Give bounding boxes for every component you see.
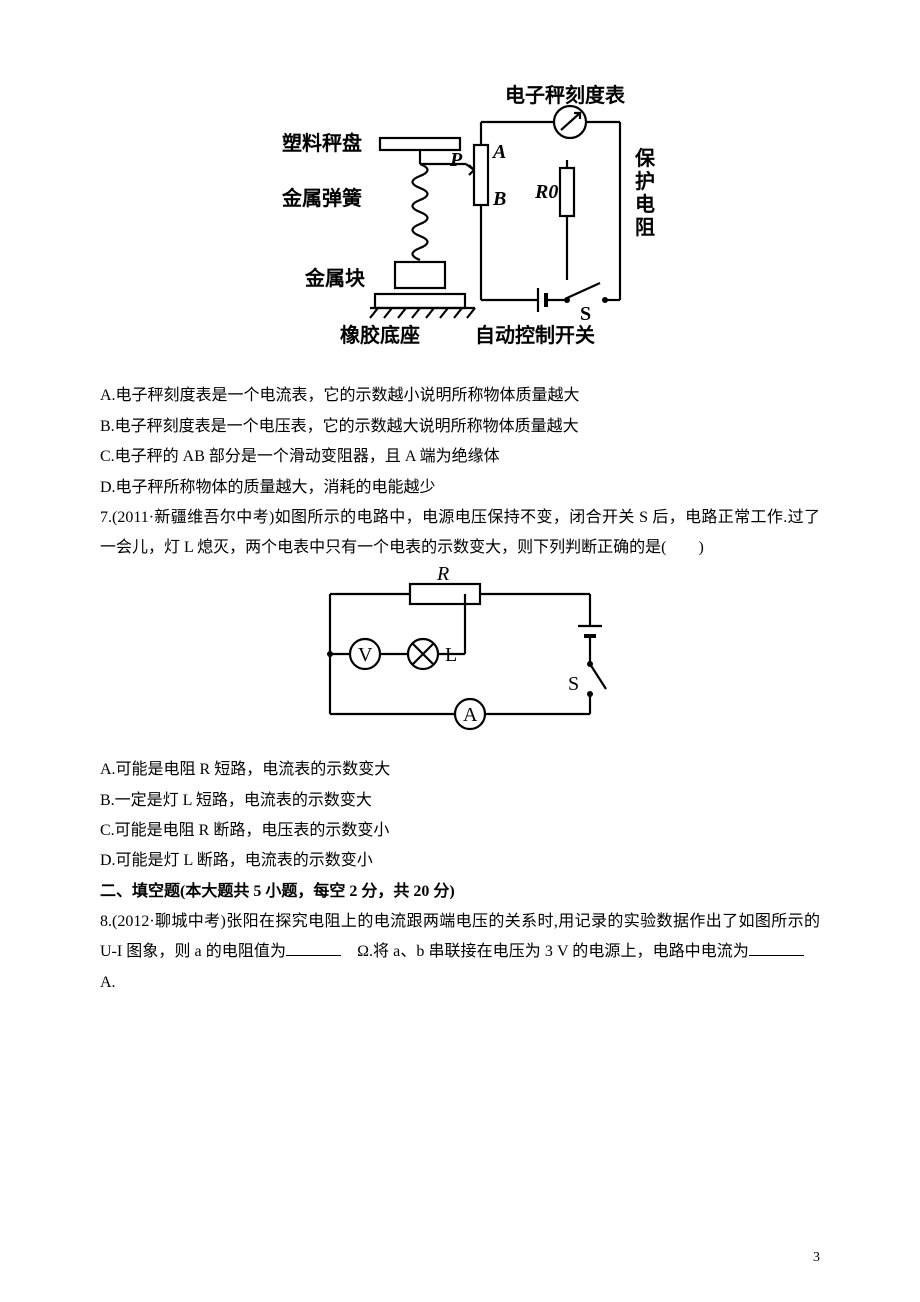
- label-S2: S: [568, 673, 579, 695]
- q7-option-b: B.一定是灯 L 短路，电流表的示数变大: [100, 786, 820, 816]
- q8-body: 8.(2012·聊城中考)张阳在探究电阻上的电流跟两端电压的关系时,用记录的实验…: [100, 907, 820, 998]
- section-2-heading: 二、填空题(本大题共 5 小题，每空 2 分，共 20 分): [100, 877, 820, 907]
- q6-option-a: A.电子秤刻度表是一个电流表，它的示数越小说明所称物体质量越大: [100, 381, 820, 411]
- label-P: P: [449, 149, 463, 171]
- label-B: B: [492, 188, 506, 210]
- label-Ammeter: A: [463, 704, 478, 726]
- label-spring: 金属弹簧: [281, 186, 362, 210]
- q8-mid: Ω.将 a、b 串联接在电压为 3 V 的电源上，电路中电流为: [341, 943, 749, 960]
- q6-option-c: C.电子秤的 AB 部分是一个滑动变阻器，且 A 端为绝缘体: [100, 442, 820, 472]
- q8-blank-1[interactable]: [286, 939, 341, 956]
- q7-stem: 7.(2011·新疆维吾尔中考)如图所示的电路中，电源电压保持不变，闭合开关 S…: [100, 503, 820, 564]
- q7-option-c: C.可能是电阻 R 断路，电压表的示数变小: [100, 816, 820, 846]
- label-protect-1: 保: [634, 147, 656, 170]
- q6-option-b: B.电子秤刻度表是一个电压表，它的示数越大说明所称物体质量越大: [100, 412, 820, 442]
- label-A: A: [491, 141, 506, 163]
- circuit-diagram-svg: R S A: [300, 564, 620, 734]
- label-R0: R0: [534, 181, 558, 203]
- label-protect-3: 电: [635, 193, 655, 216]
- scale-diagram-svg: 电子秤刻度表 塑料秤盘 P: [250, 80, 670, 360]
- q7-option-a: A.可能是电阻 R 短路，电流表的示数变大: [100, 755, 820, 785]
- q8-blank-2[interactable]: [749, 939, 804, 956]
- label-Vmeter: V: [358, 644, 373, 666]
- figure-circuit: R S A: [100, 564, 820, 745]
- q6-option-d: D.电子秤所称物体的质量越大，消耗的电能越少: [100, 473, 820, 503]
- figure-scale: 电子秤刻度表 塑料秤盘 P: [100, 80, 820, 371]
- label-scale-title: 电子秤刻度表: [505, 83, 626, 107]
- label-R: R: [436, 564, 449, 585]
- label-block: 金属块: [304, 266, 366, 290]
- label-protect-2: 护: [635, 169, 655, 193]
- page-number: 3: [813, 1245, 820, 1272]
- label-base: 橡胶底座: [340, 323, 420, 347]
- label-switch: 自动控制开关: [475, 323, 595, 347]
- q7-option-d: D.可能是灯 L 断路，电流表的示数变小: [100, 846, 820, 876]
- label-S: S: [580, 303, 591, 325]
- label-tray: 塑料秤盘: [282, 131, 362, 155]
- label-protect-4: 阻: [635, 216, 655, 239]
